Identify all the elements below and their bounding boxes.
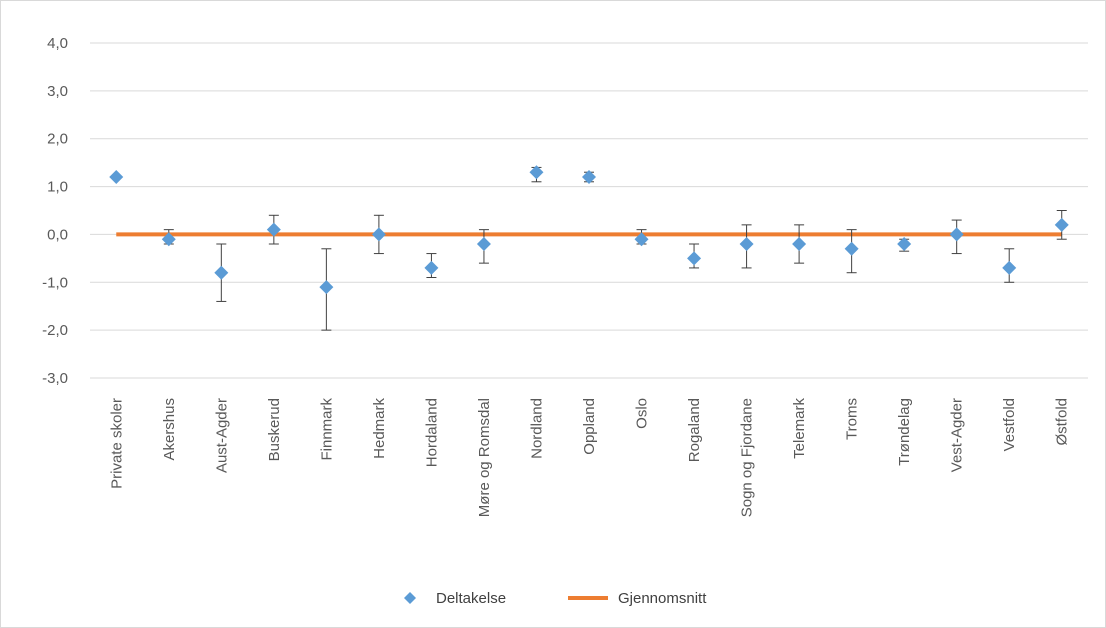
data-point-finnmark xyxy=(319,280,334,295)
y-tick-label: 1,0 xyxy=(47,179,68,196)
data-point-trondelag xyxy=(897,237,912,251)
legend-deltakelse-label: Deltakelse xyxy=(436,590,506,607)
x-tick-label-hordaland: Hordaland xyxy=(423,398,440,467)
x-tick-label-rogaland: Rogaland xyxy=(686,398,703,462)
y-tick-label: 4,0 xyxy=(47,35,68,52)
x-tick-label-buskerud: Buskerud xyxy=(266,398,283,461)
data-point-oslo xyxy=(634,232,649,247)
x-tick-label-telemark: Telemark xyxy=(791,398,808,459)
y-tick-label: -2,0 xyxy=(42,322,68,339)
x-tick-label-finnmark: Finnmark xyxy=(318,398,335,461)
y-tick-label: -1,0 xyxy=(42,274,68,291)
x-tick-label-vest-agder: Vest-Agder xyxy=(949,398,966,472)
data-point-vestfold xyxy=(1002,260,1017,275)
data-point-oppland xyxy=(582,170,596,184)
x-tick-label-hedmark: Hedmark xyxy=(371,398,388,459)
x-tick-label-vestfold: Vestfold xyxy=(1001,398,1018,451)
y-tick-label: 0,0 xyxy=(47,226,68,243)
data-point-troms xyxy=(844,241,859,256)
data-point-vest-agder xyxy=(949,227,964,242)
legend-deltakelse-marker-icon xyxy=(404,592,416,604)
data-point-telemark xyxy=(792,237,807,251)
x-tick-label-oslo: Oslo xyxy=(634,398,651,429)
x-axis-tick-labels: Private skoler Akershus Aust-Agder Buskerud… xyxy=(108,398,1070,518)
data-point-hedmark xyxy=(371,227,386,242)
x-tick-label-oppland: Oppland xyxy=(581,398,598,455)
x-tick-label-trondelag: Trøndelag xyxy=(896,398,913,466)
error-bars xyxy=(163,166,1067,331)
x-tick-label-more-og-romsdal: Møre og Romsdal xyxy=(476,398,493,517)
data-point-rogaland xyxy=(687,251,702,266)
legend-gjennomsnitt-label: Gjennomsnitt xyxy=(618,590,707,607)
gridlines xyxy=(90,42,1088,379)
x-tick-label-ostfold: Østfold xyxy=(1054,398,1071,446)
y-axis-tick-labels: 4,0 3,0 2,0 1,0 0,0 -1,0 -2,0 -3,0 xyxy=(42,35,68,387)
data-point-private-skoler xyxy=(109,170,124,184)
x-tick-label-nordland: Nordland xyxy=(528,398,545,459)
data-point-akershus xyxy=(161,232,176,247)
data-point-more-og-romsdal xyxy=(476,237,491,251)
data-point-aust-agder xyxy=(214,265,229,280)
data-point-ostfold xyxy=(1054,217,1069,232)
x-tick-label-private-skoler: Private skoler xyxy=(108,398,125,489)
x-tick-label-aust-agder: Aust-Agder xyxy=(213,398,230,473)
y-tick-label: 2,0 xyxy=(47,131,68,148)
data-point-buskerud xyxy=(266,222,281,237)
y-tick-label: 3,0 xyxy=(47,83,68,100)
data-point-hordaland xyxy=(424,260,439,275)
x-tick-label-sogn-og-fjordane: Sogn og Fjordane xyxy=(739,398,756,517)
data-points xyxy=(109,165,1069,295)
data-point-nordland xyxy=(529,165,544,180)
legend: Deltakelse Gjennomsnitt xyxy=(404,590,707,607)
data-point-sogn-og-fjordane xyxy=(739,237,754,251)
y-tick-label: -3,0 xyxy=(42,370,68,387)
x-tick-label-akershus: Akershus xyxy=(161,398,178,461)
x-tick-label-troms: Troms xyxy=(844,398,861,440)
